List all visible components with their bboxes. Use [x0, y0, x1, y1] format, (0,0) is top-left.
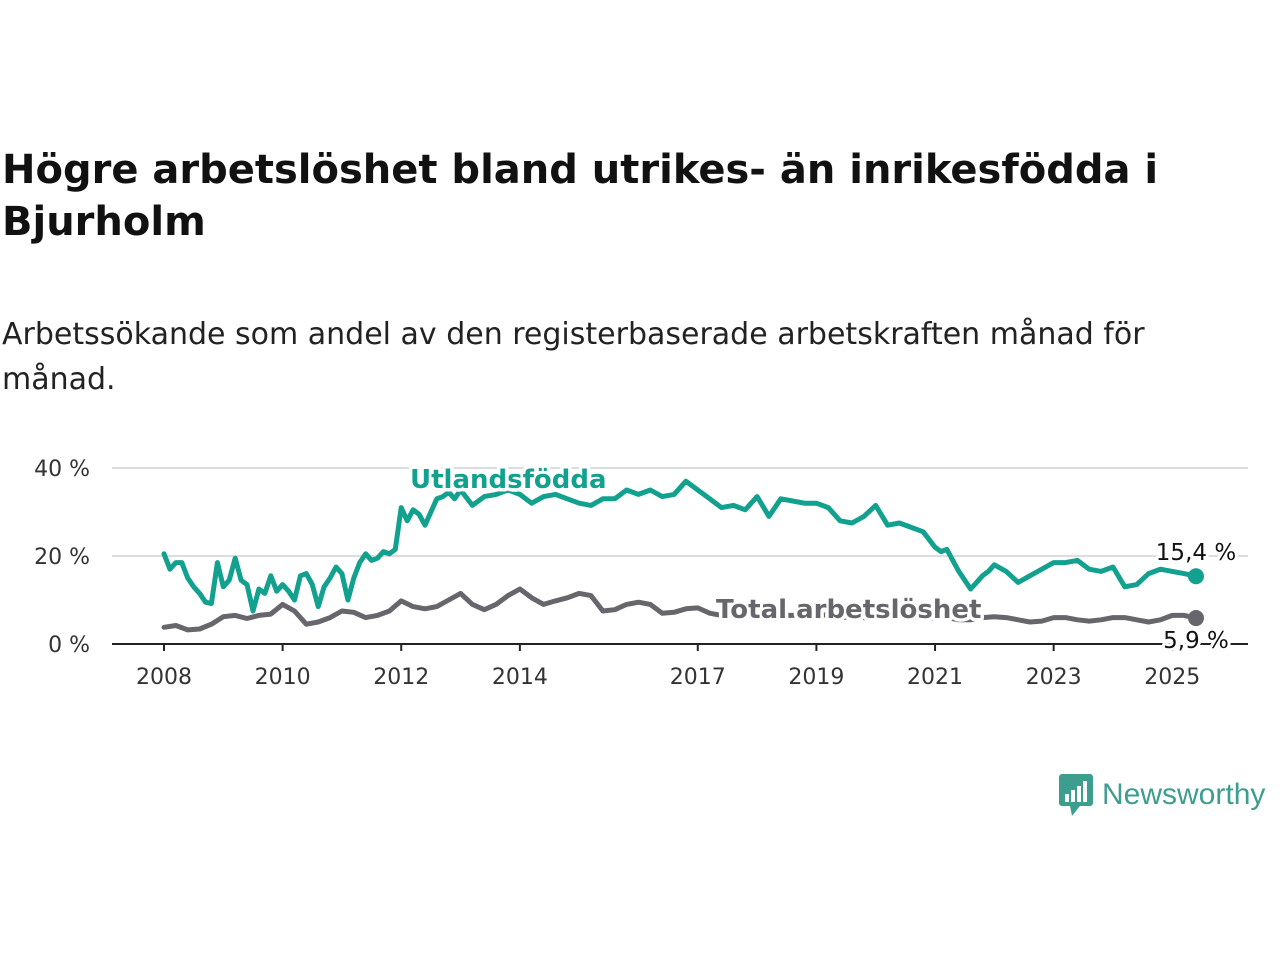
x-tick-label: 2014 [492, 665, 548, 690]
series-labels: Utlandsfödda Total arbetslöshet 15,4 % 5,9 … [407, 462, 1240, 658]
y-tick-label: 40 % [34, 457, 90, 482]
series-label-total: Total arbetslöshet [716, 595, 981, 625]
end-dot-total [1188, 610, 1204, 627]
grid-lines [112, 467, 1248, 645]
end-label-utlandsfodda: 15,4 % [1156, 540, 1236, 566]
brand-logo: Newsworthy [1058, 772, 1265, 818]
x-axis-ticks: 2008 2010 2012 2014 2017 2019 2021 2023 2025 [136, 644, 1200, 690]
chart-subtitle: Arbetssökande som andel av den registerb… [2, 317, 1145, 397]
x-tick-label: 2019 [788, 665, 844, 690]
end-dot-utlandsfodda [1188, 568, 1204, 585]
newsworthy-logo-icon [1059, 774, 1093, 816]
brand-name: Newsworthy [1102, 778, 1266, 811]
x-tick-label: 2012 [373, 665, 429, 690]
x-tick-label: 2008 [136, 665, 192, 690]
series-label-utlandsfodda: Utlandsfödda [410, 465, 607, 495]
y-tick-label: 20 % [34, 545, 90, 570]
x-tick-label: 2023 [1026, 665, 1082, 690]
series-line-total [161, 586, 1199, 633]
x-tick-label: 2017 [670, 665, 726, 690]
end-label-total: 5,9 % [1163, 628, 1229, 654]
series-lines [161, 478, 1199, 633]
line-chart: 0 % 20 % 40 % 2008 2010 2012 2014 2017 2019 2021… [34, 457, 1248, 690]
y-axis-ticks: 0 % 20 % 40 % [34, 457, 90, 658]
x-tick-label: 2010 [255, 665, 311, 690]
series-line-utlandsfodda [161, 478, 1199, 614]
x-tick-label: 2025 [1144, 665, 1200, 690]
chart-title: Högre arbetslöshet bland utrikes- än inr… [2, 147, 1159, 245]
x-tick-label: 2021 [907, 665, 963, 690]
y-tick-label: 0 % [48, 633, 90, 658]
